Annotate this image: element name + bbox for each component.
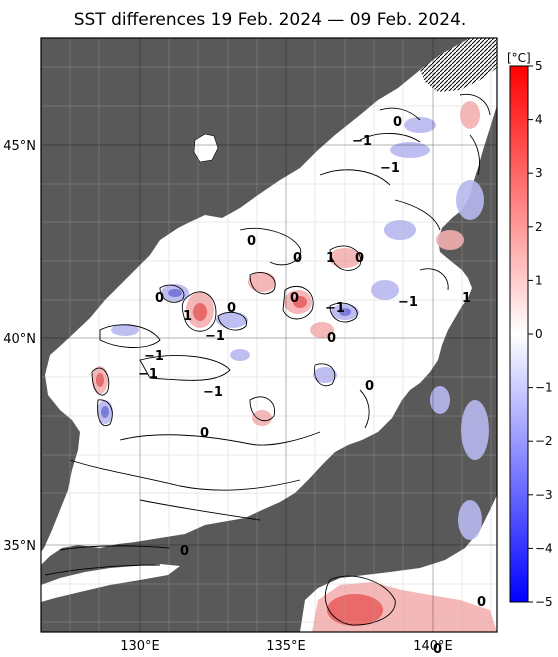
colorbar-tick-label: 2 [535,220,543,234]
lat-tick-35: 35°N [3,539,36,554]
contour-label: −1 [203,385,223,400]
contour-label: 0 [200,426,209,441]
colorbar-tick-label: −1 [535,381,553,395]
islands [44,133,268,650]
lat-tick-40: 40°N [3,332,36,347]
contour-label: −1 [352,134,372,149]
contour-label: 0 [180,544,189,559]
lon-tick-135: 135°E [266,639,306,654]
contour-label: 1 [183,309,192,324]
contour-label: −1 [398,295,418,310]
contour-label: 1 [462,291,471,306]
contour-label: 0 [293,251,302,266]
contour-label: −1 [205,329,225,344]
contour-label-group: 0 −1 −1 0 1 0 0 1 0 1 0 −1 −1 0 −1 −1 0 … [138,115,486,657]
colorbar-tick-label: −3 [535,488,553,502]
colorbar-tick-label: 3 [535,166,543,180]
contour-label: 0 [477,595,486,610]
warm-anomalies-strong [96,296,383,626]
lat-tick-45: 45°N [3,139,36,154]
contour-label: 0 [365,379,374,394]
contour-label: −1 [138,367,158,382]
colorbar-tick-label: 4 [535,113,543,127]
colorbar-tick-label: 0 [535,327,543,341]
contour-label: −1 [380,161,400,176]
contour-label: 0 [227,301,236,316]
colorbar: [°C] 5 4 3 2 1 0 −1 −2 −3 −4 −5 [507,51,553,609]
colorbar-tick-label: −2 [535,434,553,448]
lon-tick-140: 140°E [413,639,453,654]
contour-label: 0 [393,115,402,130]
contour-label: 0 [155,291,164,306]
colorbar-unit: [°C] [507,51,531,65]
colorbar-tick-label: 1 [535,273,543,287]
colorbar-tick-label: 5 [535,59,543,73]
lon-tick-130: 130°E [120,639,160,654]
colorbar-tick-label: −4 [535,541,553,555]
longitude-ticks: 130°E 135°E 140°E [120,639,453,654]
map-frame [40,37,498,633]
contour-label: 0 [433,642,442,657]
contour-lines [44,93,491,626]
contour-label: 0 [355,251,364,266]
latitude-ticks: 45°N 40°N 35°N [3,139,36,554]
contour-label: 0 [327,331,336,346]
contour-label: −1 [144,349,164,364]
no-data-region [420,38,497,92]
colorbar-gradient [509,65,529,603]
map-title: SST differences 19 Feb. 2024 — 09 Feb. 2… [73,10,467,30]
minor-grid-lines [41,38,497,632]
contour-label: 0 [290,291,299,306]
contour-label: 1 [326,251,335,266]
contour-label: −1 [325,301,345,316]
grid-lines [41,38,497,632]
contour-label: 0 [247,234,256,249]
colorbar-ticks: 5 4 3 2 1 0 −1 −2 −3 −4 −5 [528,59,553,609]
colorbar-tick-label: −5 [535,595,553,609]
